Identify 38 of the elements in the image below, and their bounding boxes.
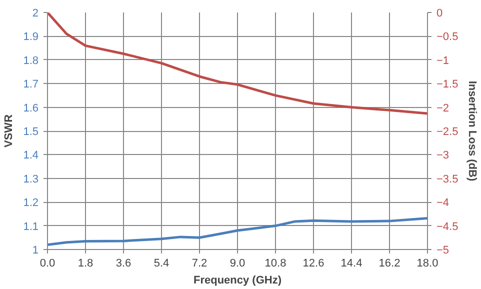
y2-tick-label: −2 bbox=[436, 102, 450, 114]
line-series bbox=[48, 12, 428, 115]
y-tick-label: 1 bbox=[32, 244, 39, 256]
x-tick-label: 7.2 bbox=[192, 258, 208, 270]
x-tick-label: 1.8 bbox=[78, 258, 94, 270]
y2-tick-label: −4.5 bbox=[436, 220, 458, 233]
y-tick-label: 1.4 bbox=[23, 150, 39, 162]
x-tick-label: 18.0 bbox=[416, 258, 438, 270]
y-tick-label: 1.2 bbox=[23, 197, 39, 210]
y-tick-label: 1.7 bbox=[23, 78, 39, 91]
y2-tick-label: −3.5 bbox=[436, 173, 458, 186]
y2-tick-label: −1.5 bbox=[436, 78, 458, 91]
x-tick-label: 14.4 bbox=[340, 258, 362, 270]
y-tick-label: 1.3 bbox=[23, 173, 39, 186]
y2-tick-label: −2.5 bbox=[436, 126, 458, 138]
x-tick-label: 3.6 bbox=[116, 258, 132, 270]
y-tick-label: 2 bbox=[32, 8, 39, 20]
y2-tick-label: 0 bbox=[436, 8, 443, 20]
y-tick-label: 1.5 bbox=[23, 126, 39, 138]
y2-tick-label: −3 bbox=[436, 150, 450, 162]
y2-tick-label: −1 bbox=[436, 54, 450, 67]
x-axis-title: Frequency (GHz) bbox=[193, 274, 282, 286]
y-tick-label: 1.9 bbox=[23, 31, 39, 44]
x-tick-label: 9.0 bbox=[230, 258, 246, 270]
y-tick-label: 1.1 bbox=[23, 220, 39, 233]
y-tick-label: 1.8 bbox=[23, 54, 39, 67]
y2-tick-label: −0.5 bbox=[436, 31, 458, 44]
y2-tick-label: −4 bbox=[436, 197, 450, 210]
y2-axis-title: Insertion Loss (dB) bbox=[466, 80, 478, 182]
x-tick-label: 12.6 bbox=[302, 258, 324, 270]
y2-tick-label: −5 bbox=[436, 244, 450, 256]
x-tick-label: 5.4 bbox=[154, 258, 170, 270]
y-tick-label: 1.6 bbox=[23, 102, 39, 114]
line-series bbox=[48, 216, 428, 246]
x-tick-label: 0.0 bbox=[40, 258, 56, 270]
x-tick-label: 10.8 bbox=[264, 258, 286, 270]
y-axis-title: VSWR bbox=[3, 114, 16, 148]
x-tick-label: 16.2 bbox=[378, 258, 400, 270]
